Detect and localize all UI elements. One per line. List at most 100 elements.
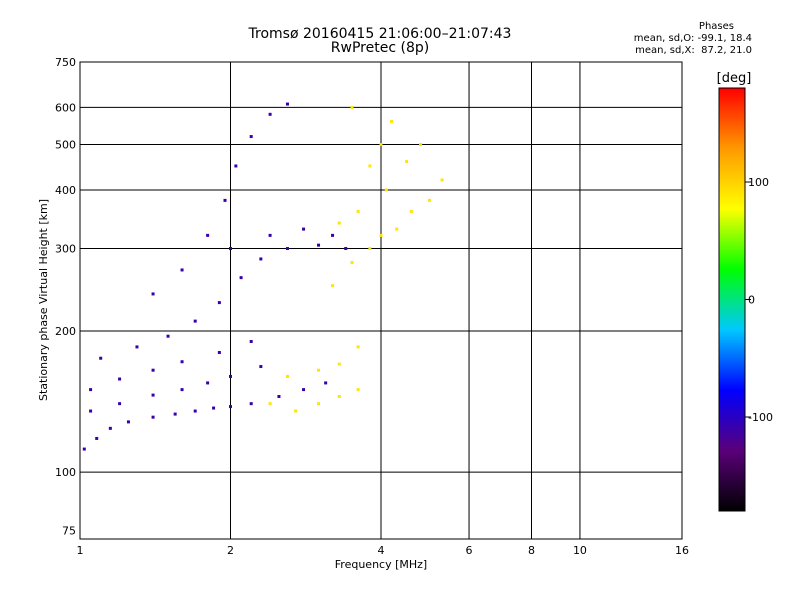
scatter-point-x (317, 402, 321, 406)
x-tick-label: 6 (466, 544, 473, 557)
scatter-point-o (126, 420, 130, 424)
scatter-point-o (118, 402, 122, 406)
scatter-point-o (234, 164, 238, 168)
scatter-point-o (180, 360, 184, 364)
scatter-point-o (217, 350, 221, 354)
scatter-point-x (268, 402, 272, 406)
y-axis-ticks: 75 100 200 300 400 500 600 750 (55, 56, 76, 538)
scatter-point-o (212, 406, 216, 410)
scatter-point-x (368, 164, 372, 168)
scatter-point-x (350, 261, 354, 265)
scatter-point-o (229, 374, 232, 378)
colorbar-label: [deg] (717, 71, 752, 86)
scatter-point-x (427, 198, 431, 202)
scatter-point-x (419, 143, 423, 147)
scatter-point-o (166, 334, 170, 338)
scatter-point-x (440, 178, 444, 182)
scatter-point-o (268, 112, 272, 116)
scatter-point-o (180, 388, 184, 392)
phase-stats-title: Phases (698, 21, 734, 32)
scatter-point-o (249, 402, 253, 406)
scatter-point-o (223, 198, 227, 202)
y-tick-label: 75 (62, 525, 76, 538)
scatter-point-o (89, 388, 93, 392)
y-tick-label: 200 (55, 325, 76, 338)
y-tick-label: 400 (55, 184, 76, 197)
scatter-points (82, 102, 444, 451)
scatter-point-o (324, 381, 328, 385)
phase-stats: Phases mean, sd,O: -99.1, 18.4 mean, sd,… (634, 21, 752, 57)
scatter-point-o (239, 276, 243, 280)
scatter-point-o (193, 409, 197, 413)
x-axis-label: Frequency [MHz] (335, 558, 427, 571)
scatter-point-o (285, 102, 289, 106)
colorbar-tick-label: -100 (748, 411, 773, 424)
scatter-point-o (217, 301, 221, 305)
scatter-point-o (151, 368, 155, 372)
scatter-point-o (259, 365, 263, 369)
scatter-point-o (229, 405, 232, 409)
scatter-point-o (302, 227, 306, 231)
scatter-point-o (302, 388, 306, 392)
scatter-point-o (206, 233, 210, 237)
x-tick-label: 10 (573, 544, 587, 557)
y-axis-label: Stationary phase Virtual Height [km] (37, 199, 50, 401)
phase-stats-x: mean, sd,X: 87.2, 21.0 (635, 45, 752, 56)
scatter-point-x (405, 160, 409, 164)
phase-stats-o: mean, sd,O: -99.1, 18.4 (633, 33, 752, 44)
x-tick-label: 2 (227, 544, 234, 557)
scatter-point-o (285, 247, 289, 251)
plot-frame (79, 61, 683, 540)
scatter-point-x (395, 227, 399, 231)
scatter-point-x (337, 395, 341, 399)
scatter-point-o (173, 412, 177, 416)
x-tick-label: 1 (77, 544, 84, 557)
scatter-point-x (368, 247, 372, 251)
scatter-point-o (89, 409, 93, 413)
scatter-point-o (135, 345, 139, 349)
scatter-point-o (249, 135, 253, 139)
scatter-point-o (151, 415, 155, 419)
scatter-point-o (118, 377, 122, 381)
scatter-point-x (337, 362, 341, 366)
scatter-point-o (193, 319, 197, 323)
scatter-point-x (356, 345, 360, 349)
scatter-point-x (285, 374, 289, 378)
scatter-point-x (317, 368, 321, 372)
y-tick-label: 100 (55, 466, 76, 479)
scatter-point-x (331, 284, 335, 288)
scatter-point-o (151, 393, 155, 397)
scatter-point-o (268, 233, 272, 237)
y-tick-label: 600 (55, 101, 76, 114)
colorbar-tick-label: 0 (748, 294, 755, 307)
scatter-point-x (294, 409, 298, 413)
x-axis-ticks: 1 2 4 6 8 10 16 (77, 544, 690, 557)
scatter-point-x (390, 119, 394, 123)
x-tick-label: 8 (528, 544, 535, 557)
scatter-point-o (99, 356, 103, 360)
scatter-point-o (277, 395, 281, 399)
scatter-point-x (409, 209, 413, 213)
chart-subtitle: RwPretec (8p) (330, 40, 430, 56)
scatter-point-x (337, 221, 341, 225)
x-tick-label: 16 (675, 544, 689, 557)
colorbar-tick-label: 100 (748, 176, 769, 189)
x-tick-label: 4 (378, 544, 385, 557)
scatter-point-x (356, 388, 360, 392)
scatter-point-x (379, 233, 383, 237)
scatter-point-o (249, 339, 253, 343)
chart-title: Tromsø 20160415 21:06:00–21:07:43 (248, 26, 512, 42)
scatter-point-o (259, 257, 263, 261)
scatter-point-o (317, 243, 321, 247)
y-tick-label: 750 (55, 56, 76, 69)
scatter-point-o (206, 381, 210, 385)
scatter-point-o (229, 247, 232, 251)
colorbar-ticks: 100 0 -100 (745, 176, 773, 424)
scatter-point-o (151, 292, 155, 296)
scatter-point-x (356, 209, 360, 213)
scatter-point-x (384, 188, 388, 192)
y-tick-label: 300 (55, 243, 76, 256)
scatter-point-o (95, 436, 99, 440)
scatter-point-o (180, 268, 184, 272)
